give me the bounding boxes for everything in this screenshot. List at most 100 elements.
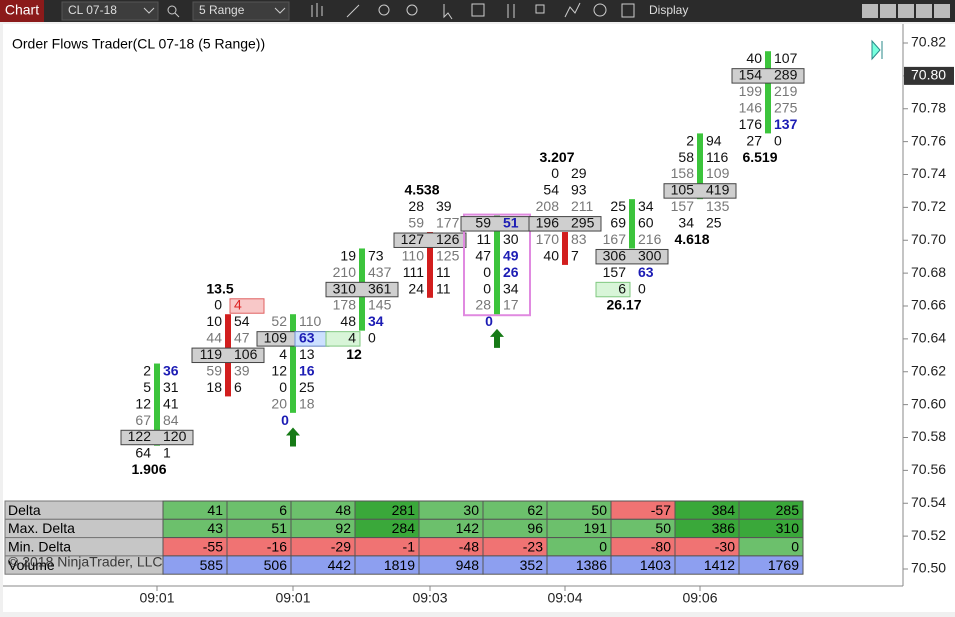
ask-volume: 116	[706, 149, 729, 165]
scroll-icon[interactable]	[871, 39, 883, 61]
summary-value: 1769	[768, 557, 799, 573]
price-label: 70.64	[911, 330, 946, 346]
bar-label: 13.5	[206, 280, 233, 296]
ask-volume: 177	[436, 215, 460, 231]
bid-volume: 54	[543, 182, 559, 198]
ask-volume: 110	[299, 313, 322, 329]
summary-value: 50	[591, 502, 607, 518]
summary-value: 6	[279, 502, 287, 518]
ask-volume: 30	[503, 231, 519, 247]
ask-volume: 51	[503, 215, 519, 231]
poc-box	[731, 68, 805, 84]
poc-box	[460, 216, 534, 232]
summary-value: 0	[599, 538, 607, 554]
summary-value: 1819	[384, 557, 415, 573]
summary-value: 352	[520, 557, 544, 573]
ask-volume: 29	[571, 165, 587, 181]
bid-volume: 0	[214, 297, 222, 313]
time-label: 09:01	[139, 590, 174, 606]
ask-volume: 41	[163, 395, 179, 411]
bid-volume: 28	[408, 198, 424, 214]
window-buttons[interactable]	[862, 4, 950, 18]
instrument-select[interactable]	[61, 1, 159, 21]
plot-area	[3, 24, 903, 586]
ask-volume: 211	[571, 198, 594, 214]
ask-volume: 73	[368, 247, 384, 263]
summary-value: -57	[651, 502, 671, 518]
current-price: 70.80	[911, 67, 946, 83]
ask-volume: 39	[436, 198, 452, 214]
bid-volume: 0	[279, 379, 287, 395]
bid-volume: 48	[340, 313, 356, 329]
bid-volume: 34	[678, 215, 694, 231]
dropdown-arrow	[274, 7, 286, 14]
bid-volume: 10	[206, 313, 222, 329]
bid-volume: 119	[200, 346, 223, 362]
period-select[interactable]	[192, 1, 290, 21]
bid-volume: 210	[333, 264, 357, 280]
bid-volume: 146	[739, 99, 763, 115]
summary-value: 1412	[704, 557, 735, 573]
ask-volume: 47	[234, 330, 250, 346]
bid-volume: 109	[264, 330, 288, 346]
bar-label: 0	[485, 313, 493, 329]
ask-volume: 0	[774, 132, 782, 148]
ask-volume: 126	[436, 231, 460, 247]
ask-volume: 11	[436, 264, 451, 280]
summary-value: -80	[651, 538, 671, 554]
bid-volume: 59	[475, 215, 491, 231]
ask-volume: 84	[163, 412, 179, 428]
ask-volume: 34	[368, 313, 384, 329]
bar-label: 1.906	[131, 461, 166, 477]
summary-value: 585	[200, 557, 224, 573]
cell-box	[229, 298, 265, 314]
toolbar-icons[interactable]	[167, 2, 635, 20]
ask-volume: 109	[706, 165, 730, 181]
price-label: 70.60	[911, 395, 946, 411]
price-label: 70.76	[911, 132, 946, 148]
bid-volume: 4	[348, 330, 356, 346]
poc-box	[325, 281, 399, 298]
ask-volume: 54	[234, 313, 250, 329]
summary-value: -16	[267, 538, 287, 554]
ask-volume: 63	[638, 264, 654, 280]
ask-volume: 31	[163, 379, 179, 395]
summary-value: 30	[463, 502, 479, 518]
bar-label: 6.519	[742, 149, 777, 165]
time-label: 09:06	[682, 590, 717, 606]
summary-label: Max. Delta	[8, 520, 75, 536]
price-label: 70.56	[911, 461, 946, 477]
bid-volume: 5	[143, 379, 151, 395]
up-bar	[494, 215, 500, 315]
summary-value: -1	[403, 538, 416, 554]
bid-volume: 196	[536, 215, 560, 231]
bar-label: 4.618	[674, 231, 709, 247]
summary-value: 41	[207, 502, 223, 518]
ask-volume: 437	[368, 264, 392, 280]
summary-value: 142	[456, 520, 480, 536]
bid-volume: 25	[610, 198, 626, 214]
watermark: © 2018 NinjaTrader, LLC	[8, 554, 163, 570]
bid-volume: 111	[403, 264, 424, 280]
up-bar	[290, 314, 296, 413]
bid-volume: 167	[603, 231, 627, 247]
bid-volume: 67	[135, 412, 151, 428]
ask-volume: 137	[774, 116, 798, 132]
tab[interactable]	[0, 0, 44, 22]
highlight-box	[463, 213, 531, 317]
dropdown-arrow	[143, 7, 155, 14]
down-bar	[562, 232, 568, 265]
bid-volume: 27	[746, 132, 762, 148]
price-label: 70.52	[911, 527, 946, 543]
display-button[interactable]: Display	[649, 3, 688, 17]
bid-volume: 2	[686, 132, 694, 148]
bid-volume: 40	[746, 50, 762, 66]
ask-volume: 145	[368, 297, 392, 313]
ask-volume: 289	[774, 67, 798, 83]
bid-volume: 24	[408, 280, 424, 296]
ask-volume: 25	[299, 379, 315, 395]
ask-volume: 18	[299, 395, 315, 411]
bid-volume: 6	[618, 280, 626, 296]
period: 5 Range	[199, 3, 245, 17]
